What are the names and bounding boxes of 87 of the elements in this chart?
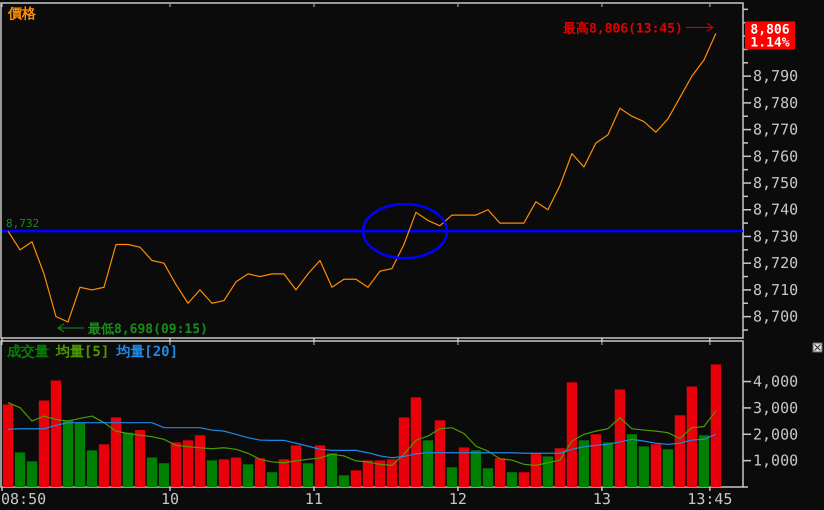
bar xyxy=(170,442,182,487)
text: 8,806 1.14% xyxy=(750,22,790,50)
bar xyxy=(266,472,278,487)
y-tick-label: 8,710 xyxy=(753,280,798,299)
ref-line-label: 8,732 xyxy=(6,217,40,230)
bar xyxy=(542,456,554,487)
bar xyxy=(278,459,290,487)
annotation: 最高8,806(13:45) xyxy=(562,20,683,36)
bar xyxy=(26,461,38,487)
bar xyxy=(566,382,578,487)
bar xyxy=(422,440,434,487)
bar xyxy=(398,417,410,487)
bar xyxy=(530,452,542,487)
bar xyxy=(458,447,470,487)
bar xyxy=(650,444,662,487)
y-tick-label: 8,720 xyxy=(753,254,798,272)
y-tick-label: 8,740 xyxy=(753,200,798,219)
bar xyxy=(482,468,494,487)
bar xyxy=(446,467,458,487)
bar xyxy=(134,430,146,487)
bar xyxy=(602,442,614,487)
bar xyxy=(182,440,194,487)
bar xyxy=(122,432,134,487)
bar xyxy=(206,460,218,487)
y-tick-label: 3,000 xyxy=(753,398,798,417)
bar xyxy=(242,464,254,487)
series-label: 成交量 xyxy=(6,343,49,360)
text: 均量[20] xyxy=(115,344,178,360)
bar xyxy=(110,417,122,487)
bar xyxy=(554,448,566,487)
bar xyxy=(470,450,482,487)
text: 均量[5] xyxy=(55,344,110,360)
annotation: 最低8,698(09:15) xyxy=(86,322,208,337)
line-series xyxy=(7,422,716,458)
bar xyxy=(590,434,602,487)
y-tick-label: 4,000 xyxy=(753,372,798,391)
bar xyxy=(146,457,158,487)
x-tick-label: 12 xyxy=(448,490,467,508)
bar xyxy=(290,445,302,487)
bar xyxy=(218,459,230,487)
x-tick-label: 13:45 xyxy=(687,490,732,508)
bar xyxy=(350,470,362,487)
bar xyxy=(302,463,314,487)
bar xyxy=(434,420,446,487)
bar xyxy=(2,404,14,487)
y-tick-label: 1,000 xyxy=(753,452,798,470)
bar xyxy=(98,444,110,487)
bar xyxy=(662,449,674,487)
y-tick-label: 8,700 xyxy=(753,308,798,326)
x-tick-label: 13 xyxy=(592,490,611,508)
bar xyxy=(62,420,74,487)
bar xyxy=(38,400,50,487)
bar xyxy=(362,460,374,487)
y-tick-label: 2,000 xyxy=(753,425,798,444)
bar xyxy=(518,472,530,487)
bar xyxy=(74,422,86,487)
bar xyxy=(374,460,386,487)
bar xyxy=(194,435,206,487)
x-tick-label: 11 xyxy=(304,490,323,508)
chart-title: 價格 xyxy=(7,6,37,22)
bar xyxy=(326,453,338,487)
line-series xyxy=(7,32,716,323)
bar xyxy=(254,458,266,487)
bar xyxy=(710,364,722,487)
y-tick-label: 8,780 xyxy=(753,94,798,112)
bar xyxy=(386,459,398,487)
y-tick-label: 8,770 xyxy=(753,120,798,139)
x-tick-label: 10 xyxy=(160,490,180,508)
bar xyxy=(506,472,518,487)
bar xyxy=(338,475,350,487)
y-tick-label: 8,790 xyxy=(753,67,798,86)
bar xyxy=(494,458,506,487)
bar xyxy=(86,450,98,487)
bar xyxy=(230,457,242,487)
line-series xyxy=(7,402,716,466)
bar xyxy=(698,435,710,487)
y-tick-label: 8,750 xyxy=(753,174,798,192)
bar xyxy=(410,397,422,487)
bar xyxy=(158,463,170,487)
bar xyxy=(50,380,62,487)
bar xyxy=(314,445,326,487)
y-tick-label: 8,760 xyxy=(753,147,798,166)
bar xyxy=(578,440,590,487)
y-tick-label: 8,730 xyxy=(753,227,798,246)
bar xyxy=(614,389,626,487)
x-tick-label: 08:50 xyxy=(1,490,46,508)
bar xyxy=(14,452,26,487)
